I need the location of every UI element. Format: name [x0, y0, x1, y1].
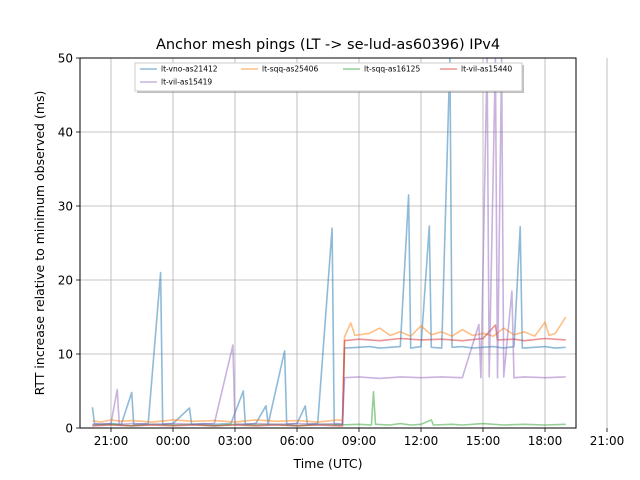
legend-label: lt-sqq-as25406	[262, 65, 318, 74]
legend-box	[134, 62, 523, 92]
y-axis-label: RTT increase relative to minimum observe…	[32, 91, 47, 396]
x-tick-label: 21:00	[590, 434, 625, 448]
x-tick-label: 21:00	[94, 434, 129, 448]
legend: lt-vno-as21412 lt-sqq-as25406 lt-sqq-as161…	[134, 62, 524, 93]
y-tick-label: 0	[65, 422, 73, 436]
x-tick-label: 15:00	[466, 434, 501, 448]
y-tick-label: 20	[58, 274, 73, 288]
y-tick-label: 40	[58, 126, 73, 140]
series-line-lt-vil-as15419	[92, 58, 566, 426]
x-tick-label: 00:00	[156, 434, 191, 448]
x-tick-label: 09:00	[342, 434, 377, 448]
legend-label: lt-vil-as15440	[461, 65, 512, 74]
legend-label: lt-vil-as15419	[161, 78, 212, 87]
chart-title: Anchor mesh pings (LT -> se-lud-as60396)…	[156, 37, 500, 53]
y-tick-label: 10	[58, 348, 73, 362]
x-tick-label: 06:00	[280, 434, 315, 448]
legend-label: lt-vno-as21412	[161, 65, 218, 74]
x-tick-label: 03:00	[218, 434, 253, 448]
legend-label: lt-sqq-as16125	[364, 65, 420, 74]
y-tick-label: 50	[58, 52, 73, 66]
x-tick-label: 18:00	[528, 434, 563, 448]
x-axis-ticks: 21:00 00:00 03:00 06:00 09:00 12:00 15:00 18:00…	[94, 428, 625, 448]
x-axis-label: Time (UTC)	[292, 456, 362, 471]
plot-frame	[79, 57, 577, 429]
series-line-lt-vil-as15440	[92, 324, 566, 427]
y-axis-ticks: 0 10 20 30 40 50	[58, 52, 80, 436]
x-tick-label: 12:00	[404, 434, 439, 448]
series-lines	[91, 58, 567, 427]
series-line-lt-sqq-as25406	[92, 316, 567, 423]
y-tick-label: 30	[58, 200, 73, 214]
